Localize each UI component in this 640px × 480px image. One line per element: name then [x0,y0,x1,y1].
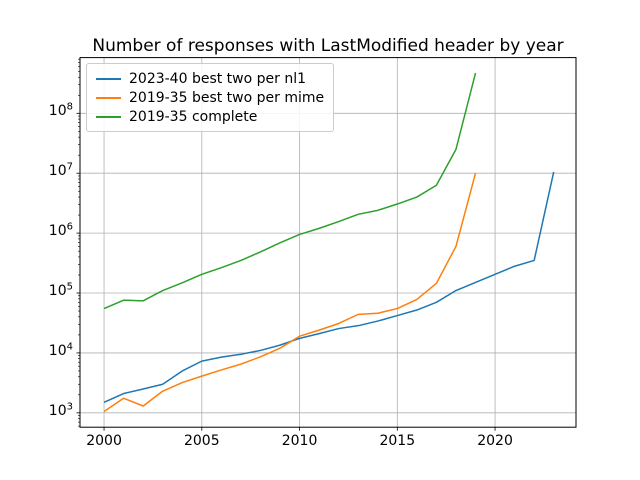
x-tick-label: 2015 [379,433,416,450]
legend-item: 2019-35 complete [96,107,324,126]
legend: 2023-40 best two per nl1 2019-35 best tw… [86,63,335,132]
legend-line-swatch [96,115,121,118]
legend-label: 2019-35 complete [129,108,258,125]
x-tick-label: 2020 [477,433,513,450]
legend-line-swatch [96,77,121,80]
y-tick-label: 107 [48,161,73,180]
legend-label: 2019-35 best two per mime [129,89,325,106]
legend-line-swatch [96,96,121,99]
y-tick-label: 106 [48,221,73,240]
series-line [103,173,477,413]
y-tick-label: 108 [48,101,73,120]
y-tick-label: 104 [48,341,73,359]
chart-title: Number of responses with LastModified he… [92,36,564,56]
legend-item: 2019-35 best two per mime [96,88,324,107]
series-line [103,72,477,310]
y-tick-label: 103 [48,401,73,419]
x-tick-label: 2000 [86,433,122,450]
legend-label: 2023-40 best two per nl1 [129,70,307,87]
y-tick-label: 105 [48,281,73,300]
series-line [103,171,555,403]
legend-item: 2023-40 best two per nl1 [96,69,324,88]
x-tick-label: 2005 [183,433,220,450]
x-tick-label: 2010 [281,433,318,450]
